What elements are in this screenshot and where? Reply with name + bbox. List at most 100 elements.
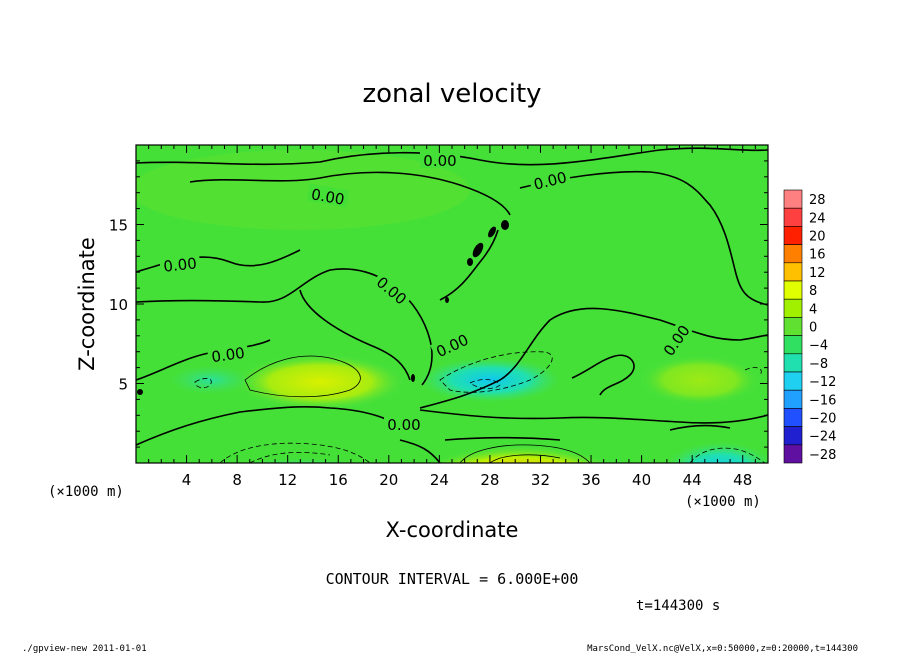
contour-line xyxy=(439,229,499,301)
x-tick-label: 48 xyxy=(733,471,752,489)
contour-island xyxy=(501,220,509,230)
y-tick-label: 10 xyxy=(109,296,128,314)
field-positive-patch-left xyxy=(235,354,405,410)
colorbar-swatch xyxy=(783,189,803,209)
x-axis: 4 8 12 16 20 24 28 32 36 40 44 48 xyxy=(148,145,756,489)
x-tick-label: 32 xyxy=(531,471,550,489)
colorbar-label: 16 xyxy=(809,248,826,263)
negative-contours xyxy=(194,351,766,463)
footer-right: MarsCond_VelX.nc@VelX,x=0:50000,z=0:2000… xyxy=(587,644,858,654)
contour-line xyxy=(489,454,561,463)
colorbar-swatch xyxy=(783,317,803,336)
x-tick-label: 36 xyxy=(581,471,600,489)
y-axis: 5 10 15 xyxy=(109,160,768,448)
x-unit-left: (×1000 m) xyxy=(48,484,124,500)
x-tick-label: 28 xyxy=(480,471,499,489)
contour-line xyxy=(136,268,433,386)
colorbar-swatch xyxy=(783,244,803,264)
colorbar-swatch xyxy=(783,353,803,373)
colorbar-label: −28 xyxy=(809,448,836,463)
contour-island xyxy=(472,242,484,258)
colorbar-label: −20 xyxy=(809,412,836,427)
contour-label: 0.00 xyxy=(420,151,460,170)
contour-line xyxy=(419,409,768,424)
contour-island xyxy=(411,374,415,382)
contour-interval: CONTOUR INTERVAL = 6.000E+00 xyxy=(326,570,579,588)
time-label: t=144300 s xyxy=(636,598,720,614)
contour-line xyxy=(669,424,731,431)
field-positive-patch-right xyxy=(640,355,760,405)
field-positive-max xyxy=(421,428,619,463)
colorbar-label: 8 xyxy=(809,284,817,299)
colorbar-label: 24 xyxy=(809,211,826,226)
contour-line xyxy=(219,442,371,463)
x-tick-label: 12 xyxy=(278,471,297,489)
field-patch-upper xyxy=(136,150,470,230)
contour-line xyxy=(459,444,591,463)
colorbar-label: −24 xyxy=(809,430,836,445)
contour-line xyxy=(399,439,441,463)
colorbar-swatch xyxy=(783,371,803,391)
colorbar: 28 24 20 16 12 8 4 0 −4 −8 −12 −16 −20 −24 −28 xyxy=(783,189,836,464)
colorbar-label: −16 xyxy=(809,393,836,408)
x-unit-right: (×1000 m) xyxy=(685,494,761,510)
colorbar-swatch xyxy=(783,262,803,282)
contour-island xyxy=(445,297,449,303)
x-tick-label: 8 xyxy=(232,471,242,489)
contour-island xyxy=(137,389,143,395)
contour-line xyxy=(469,379,501,389)
colorbar-label: −4 xyxy=(809,339,828,354)
svg-text:0.00: 0.00 xyxy=(310,185,346,209)
contour-line xyxy=(136,405,401,446)
footer-left: ./gpview-new 2011-01-01 xyxy=(22,644,147,654)
x-tick-label: 40 xyxy=(632,471,651,489)
chart-title: zonal velocity xyxy=(362,79,541,109)
colorbar-swatch xyxy=(783,298,803,318)
colorbar-label: 28 xyxy=(809,193,826,208)
field-negative-patch-right xyxy=(666,442,768,463)
contour-line xyxy=(419,307,768,409)
contour-islands xyxy=(137,220,509,395)
svg-text:0.00: 0.00 xyxy=(210,344,246,366)
colorbar-label: −12 xyxy=(809,375,836,390)
colorbar-label: 0 xyxy=(809,321,817,336)
contour-line xyxy=(439,351,553,393)
contour-line xyxy=(744,367,762,376)
contour-island xyxy=(488,226,496,238)
field-negative-min xyxy=(212,440,388,463)
y-tick-label: 5 xyxy=(118,376,128,394)
colorbar-swatch xyxy=(783,389,803,409)
colorbar-swatch xyxy=(783,444,803,464)
contour-line xyxy=(244,355,361,398)
colorbar-swatch xyxy=(783,408,803,427)
contour-line xyxy=(136,147,768,166)
contour-label: 0.00 xyxy=(159,252,201,276)
contour-label: 0.00 xyxy=(384,415,424,434)
field-negative-patch-left xyxy=(170,366,250,394)
x-tick-label: 16 xyxy=(329,471,348,489)
colorbar-label: 4 xyxy=(809,302,817,317)
contour-label: 0.00 xyxy=(206,342,249,366)
contour-island xyxy=(467,258,473,266)
y-axis-label: Z-coordinate xyxy=(75,237,99,371)
x-tick-label: 4 xyxy=(182,471,192,489)
contour-line xyxy=(194,378,212,389)
colorbar-label: −8 xyxy=(809,357,828,372)
contour-label: 0.00 xyxy=(306,183,350,209)
contour-line xyxy=(189,171,511,216)
svg-text:0.00: 0.00 xyxy=(423,152,456,170)
svg-text:0.00: 0.00 xyxy=(163,254,198,275)
colorbar-label: 12 xyxy=(809,266,826,281)
x-tick-label: 20 xyxy=(379,471,398,489)
colorbar-swatch xyxy=(783,226,803,245)
svg-text:0.00: 0.00 xyxy=(387,416,420,434)
colorbar-swatch xyxy=(783,207,803,227)
positive-contours xyxy=(244,355,591,463)
colorbar-swatch xyxy=(783,426,803,446)
y-tick-label: 15 xyxy=(109,217,128,235)
contour-line xyxy=(299,289,411,381)
contour-line xyxy=(571,354,635,396)
colorbar-swatch xyxy=(783,335,803,355)
contour-line xyxy=(444,436,561,441)
